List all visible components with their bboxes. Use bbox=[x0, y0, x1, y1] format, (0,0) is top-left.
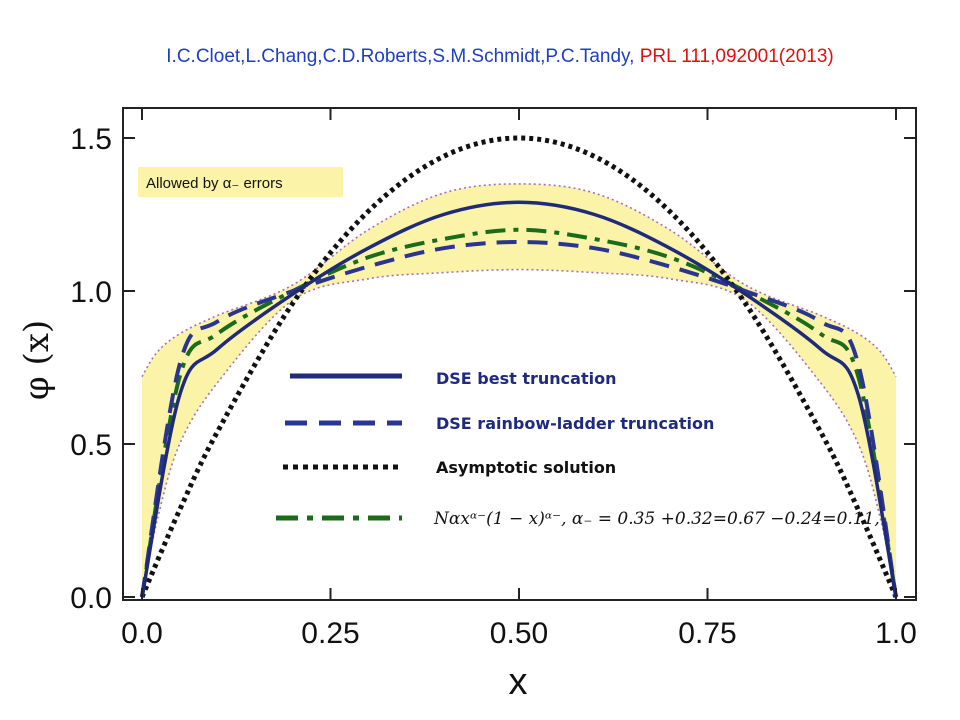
y-tick-label: 1.5 bbox=[70, 123, 112, 156]
y-axis-label: φ (x) bbox=[17, 320, 57, 400]
y-tick-label: 0.5 bbox=[70, 429, 112, 462]
legend: DSE best truncation DSE rainbow-ladder t… bbox=[276, 369, 880, 529]
error-band bbox=[141, 183, 897, 598]
band-upper-edge bbox=[141, 183, 897, 378]
legend-label-fit: Nαxᵅ⁻(1 − x)ᵅ⁻, α₋ = 0.35 +0.32=0.67 −0.… bbox=[433, 509, 880, 529]
x-tick-label: 0.25 bbox=[301, 617, 359, 650]
series-dse-best bbox=[140, 200, 898, 598]
band-lower-edge bbox=[141, 268, 897, 598]
legend-label-asymptotic: Asymptotic solution bbox=[436, 458, 616, 477]
axis-ticks: 0.0 0.25 0.50 0.75 1.0 0.0 0.5 1.0 1.5 bbox=[70, 108, 917, 650]
annotation-text: Allowed by α₋ errors bbox=[146, 175, 283, 192]
x-axis-label: x bbox=[509, 661, 528, 703]
series-layer bbox=[139, 135, 899, 598]
y-tick-label: 0.0 bbox=[70, 582, 112, 615]
x-tick-label: 0.0 bbox=[121, 617, 163, 650]
x-tick-label: 0.50 bbox=[490, 617, 548, 650]
legend-label-dse-best: DSE best truncation bbox=[436, 369, 616, 388]
citation: I.C.Cloet,L.Chang,C.D.Roberts,S.M.Schmid… bbox=[0, 46, 960, 68]
citation-reference: PRL 111,092001(2013) bbox=[639, 46, 834, 67]
y-tick-label: 1.0 bbox=[70, 276, 112, 309]
x-tick-label: 0.75 bbox=[678, 617, 736, 650]
annotation-box: Allowed by α₋ errors bbox=[138, 167, 343, 197]
band-fill bbox=[142, 183, 896, 597]
x-tick-label: 1.0 bbox=[875, 617, 917, 650]
series-dse-rainbow-ladder bbox=[140, 239, 898, 598]
legend-label-dse-rl: DSE rainbow-ladder truncation bbox=[436, 414, 714, 433]
series-fit bbox=[140, 227, 898, 598]
citation-authors: I.C.Cloet,L.Chang,C.D.Roberts,S.M.Schmid… bbox=[166, 46, 635, 67]
